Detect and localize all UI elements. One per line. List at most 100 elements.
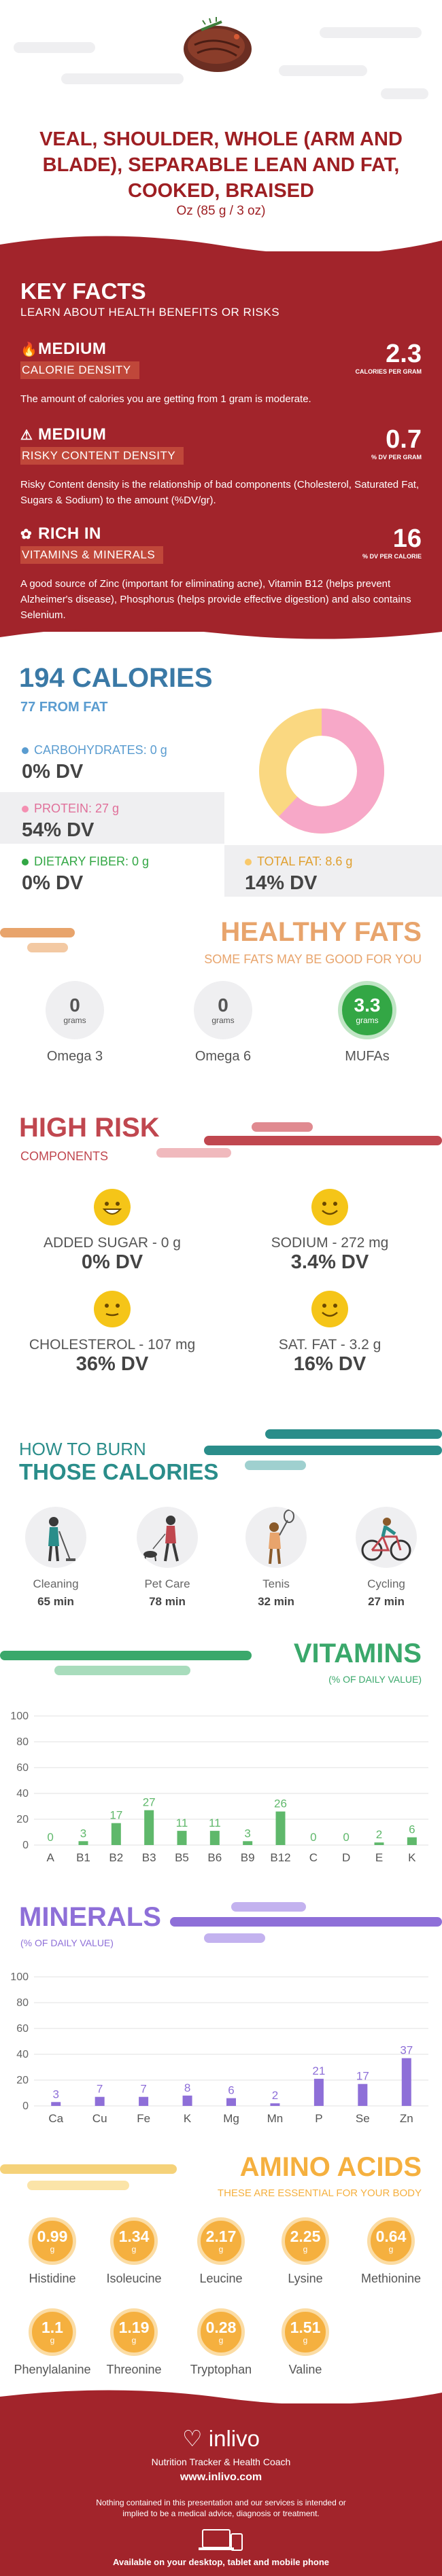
macro-label: PROTEIN: 27 g [34,802,120,815]
vitamin-y-tick: 40 [16,1788,29,1800]
vitamin-bar [407,1837,417,1845]
high-risk-subtitle: COMPONENTS [20,1149,109,1163]
amino-label: Phenylalanine [14,2363,91,2376]
amino-leucine: 2.17 g Leucine [177,2217,265,2286]
mineral-value-label: 37 [400,2044,413,2057]
footer: ♡ inlivo Nutrition Tracker & Health Coac… [0,2403,442,2576]
vitamin-y-tick: 80 [16,1736,29,1748]
mineral-y-tick: 80 [16,1997,29,2009]
vitamin-y-tick: 60 [16,1762,29,1774]
macro-label: DIETARY FIBER: 0 g [34,855,150,868]
risk-dv: 0% DV [81,1251,143,1273]
header-decoration [14,42,95,53]
decoration-bar [265,1429,442,1439]
decoration-bar [231,1902,306,1912]
heart-icon: ♡ [182,2426,209,2451]
mineral-bar [226,2098,236,2106]
activity-cycling: Cycling 27 min [339,1507,434,1609]
vitamin-value-label: 11 [209,1817,221,1829]
amino-tryptophan: 0.28 g Tryptophan [177,2308,265,2377]
mineral-bar [51,2102,61,2106]
mineral-bar [182,2095,192,2106]
flame-icon: 🔥 [20,342,38,357]
vitamin-bar [177,1831,187,1845]
minerals-title: MINERALS [19,1902,161,1932]
vitamin-category-label: B2 [109,1851,123,1864]
happy-face-icon [94,1189,131,1226]
mineral-y-tick: 0 [22,2100,29,2112]
vitamin-value-label: 2 [376,1828,382,1841]
decoration-bar [0,928,75,937]
fact-level: ✿ RICH IN [20,524,101,543]
vitamins-title: VITAMINS [293,1639,422,1668]
amino-label: Valine [288,2363,322,2376]
amino-title: AMINO ACIDS [239,2152,422,2182]
amino-circle: 1.1 g [29,2308,76,2356]
mineral-category-label: Mn [267,2112,284,2125]
decoration-bar [245,1461,306,1470]
mineral-y-tick: 20 [16,2075,29,2086]
fact-description: A good source of Zinc (important for eli… [20,578,411,621]
fact-tag: CALORIE DENSITY [20,361,139,379]
cycling-icon [356,1507,417,1568]
brand-logo[interactable]: ♡ inlivo [182,2426,260,2451]
fact-tag: VITAMINS & MINERALS [20,546,164,564]
amino-circle: 0.28 g [197,2308,245,2356]
footer-availability: Available on your desktop, tablet and mo… [112,2557,330,2567]
risk-label: SODIUM - 272 mg [271,1235,389,1251]
footer-url-link[interactable]: www.inlivo.com [180,2471,262,2483]
fact-description: The amount of calories you are getting f… [20,393,311,405]
vitamin-y-tick: 100 [10,1711,29,1722]
decoration-bar [27,943,68,952]
mineral-y-tick: 60 [16,2023,29,2035]
vitamin-value-label: 11 [176,1817,188,1829]
vitamin-category-label: E [375,1851,383,1864]
vitamins-bar-chart: 0204060801000A3B117B227B311B511B63B926B1… [10,1711,428,1864]
mineral-category-label: Cu [92,2112,107,2125]
decoration-bar [156,1148,231,1158]
fat-circle: 0 grams [194,981,252,1039]
amino-circle: 0.99 g [29,2217,76,2265]
serving-size: Oz (85 g / 3 oz) [176,204,266,218]
vitamin-category-label: B6 [207,1851,222,1864]
burn-title-line1: HOW TO BURN [19,1439,146,1459]
vitamin-bar [275,1811,286,1845]
neutral-face-icon [94,1291,131,1327]
macro-dv: 14% DV [245,872,318,894]
vitamin-value-label: 17 [109,1809,122,1822]
vitamin-value-label: 0 [310,1831,316,1844]
amino-phenylalanine: 1.1 g Phenylalanine [8,2308,97,2377]
mineral-value-label: 7 [140,2083,146,2096]
decoration-bar [204,1933,265,1943]
mineral-bar [270,2103,280,2106]
header-decoration [279,65,367,76]
decoration-bar [27,2181,129,2190]
vitamin-value-label: 3 [80,1827,86,1840]
high-risk-title: HIGH RISK [19,1113,160,1143]
macro-dv: 54% DV [22,819,95,841]
fact-unit: % DV PER GRAM [371,454,422,461]
vitamin-category-label: B1 [76,1851,90,1864]
legend-dot [245,859,252,865]
fat-circle: 0 grams [46,981,104,1039]
amino-label: Tryptophan [190,2363,252,2376]
amino-circle: 0.64 g [367,2217,415,2265]
mineral-category-label: K [184,2112,192,2125]
legend-dot [22,747,29,754]
macro-dv: 0% DV [22,872,84,894]
header: VEAL, SHOULDER, WHOLE (ARM AND BLADE), S… [0,0,442,218]
legend-dot [22,806,29,812]
macro-carbohydrates: CARBOHYDRATES: 0 g 0% DV [0,734,224,785]
activity-label: Cleaning [33,1577,79,1590]
healthy-fats-title: HEALTHY FATS [220,917,422,947]
fact-value: 2.3 [386,340,422,368]
wave-divider [0,2390,442,2406]
amino-label: Isoleucine [106,2272,162,2285]
vitamin-category-label: B5 [175,1851,189,1864]
vitamin-category-label: A [46,1851,54,1864]
fat-omega3: 0 grams Omega 3 [27,981,122,1065]
mineral-category-label: Se [356,2112,370,2125]
warning-icon: ⚠ [20,428,33,443]
risk-sodium: SODIUM - 272 mg 3.4% DV [231,1189,428,1274]
activity-minutes: 32 min [258,1595,294,1608]
